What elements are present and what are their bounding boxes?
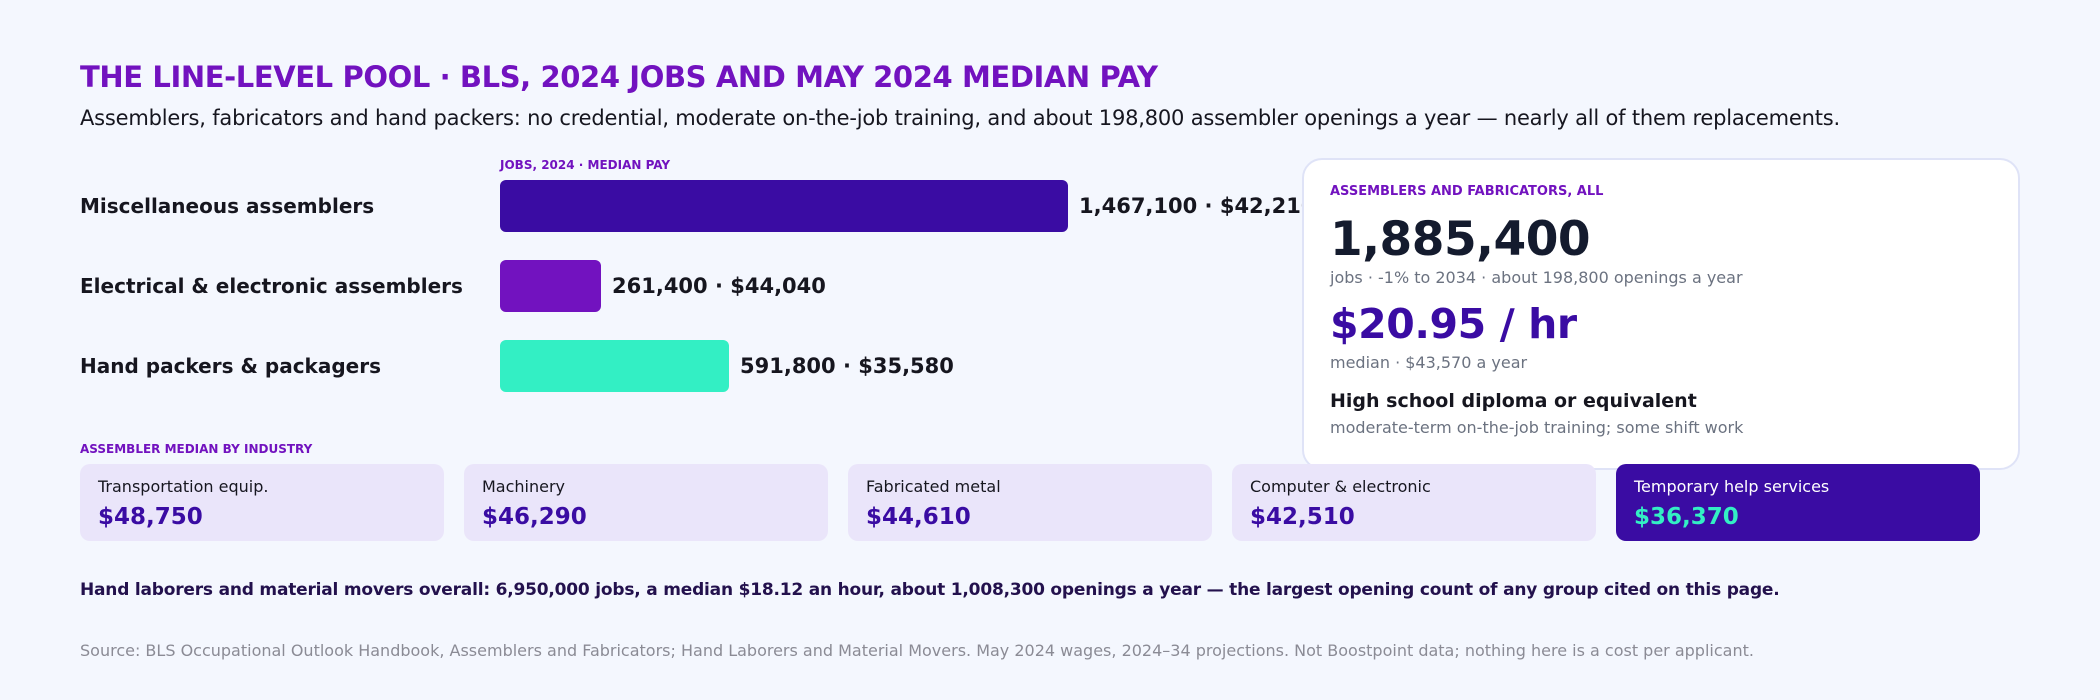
summary-education: High school diploma or equivalent: [1330, 390, 1697, 412]
industry-tile-transportation: Transportation equip. $48,750: [80, 464, 444, 541]
bar-category-label: Hand packers & packagers: [80, 354, 381, 378]
industry-tile-machinery: Machinery $46,290: [464, 464, 828, 541]
summary-training-note: moderate-term on-the-job training; some …: [1330, 418, 1744, 437]
industry-tile-value: $42,510: [1250, 504, 1355, 530]
industry-heading: ASSEMBLER MEDIAN BY INDUSTRY: [80, 442, 313, 456]
industry-tile-computer-electronic: Computer & electronic $42,510: [1232, 464, 1596, 541]
bar-value-label: 261,400 · $44,040: [612, 274, 826, 298]
bar-value-label: 1,467,100 · $42,210: [1079, 194, 1316, 218]
summary-total-jobs: 1,885,400: [1330, 212, 1591, 267]
bar-value-label: 591,800 · $35,580: [740, 354, 954, 378]
summary-heading: ASSEMBLERS AND FABRICATORS, ALL: [1330, 184, 1604, 199]
industry-tile-temporary-help: Temporary help services $36,370: [1616, 464, 1980, 541]
industry-tile-label: Machinery: [482, 477, 566, 496]
industry-tile-label: Computer & electronic: [1250, 477, 1431, 496]
bar: [500, 180, 1068, 232]
bar: [500, 260, 601, 312]
page-title: THE LINE-LEVEL POOL · BLS, 2024 JOBS AND…: [80, 60, 1158, 94]
industry-tile-value: $46,290: [482, 504, 587, 530]
industry-tile-value: $36,370: [1634, 504, 1739, 530]
industry-tile-label: Temporary help services: [1634, 477, 1830, 496]
industry-tile-label: Fabricated metal: [866, 477, 1001, 496]
summary-panel: ASSEMBLERS AND FABRICATORS, ALL 1,885,40…: [1302, 158, 2020, 470]
chart-title: JOBS, 2024 · MEDIAN PAY: [500, 158, 671, 172]
summary-hourly-wage: $20.95 / hr: [1330, 300, 1577, 348]
hand-laborers-callout: Hand laborers and material movers overal…: [80, 580, 1780, 600]
summary-jobs-note: jobs · -1% to 2034 · about 198,800 openi…: [1330, 268, 1743, 287]
bar-category-label: Miscellaneous assemblers: [80, 194, 375, 218]
source-note: Source: BLS Occupational Outlook Handboo…: [80, 641, 1754, 660]
bar: [500, 340, 729, 392]
industry-tile-value: $44,610: [866, 504, 971, 530]
industry-tile-fabricated-metal: Fabricated metal $44,610: [848, 464, 1212, 541]
page-subtitle: Assemblers, fabricators and hand packers…: [80, 106, 1840, 130]
industry-tile-value: $48,750: [98, 504, 203, 530]
summary-wage-note: median · $43,570 a year: [1330, 353, 1528, 372]
industry-tile-label: Transportation equip.: [98, 477, 269, 496]
bar-category-label: Electrical & electronic assemblers: [80, 274, 463, 298]
